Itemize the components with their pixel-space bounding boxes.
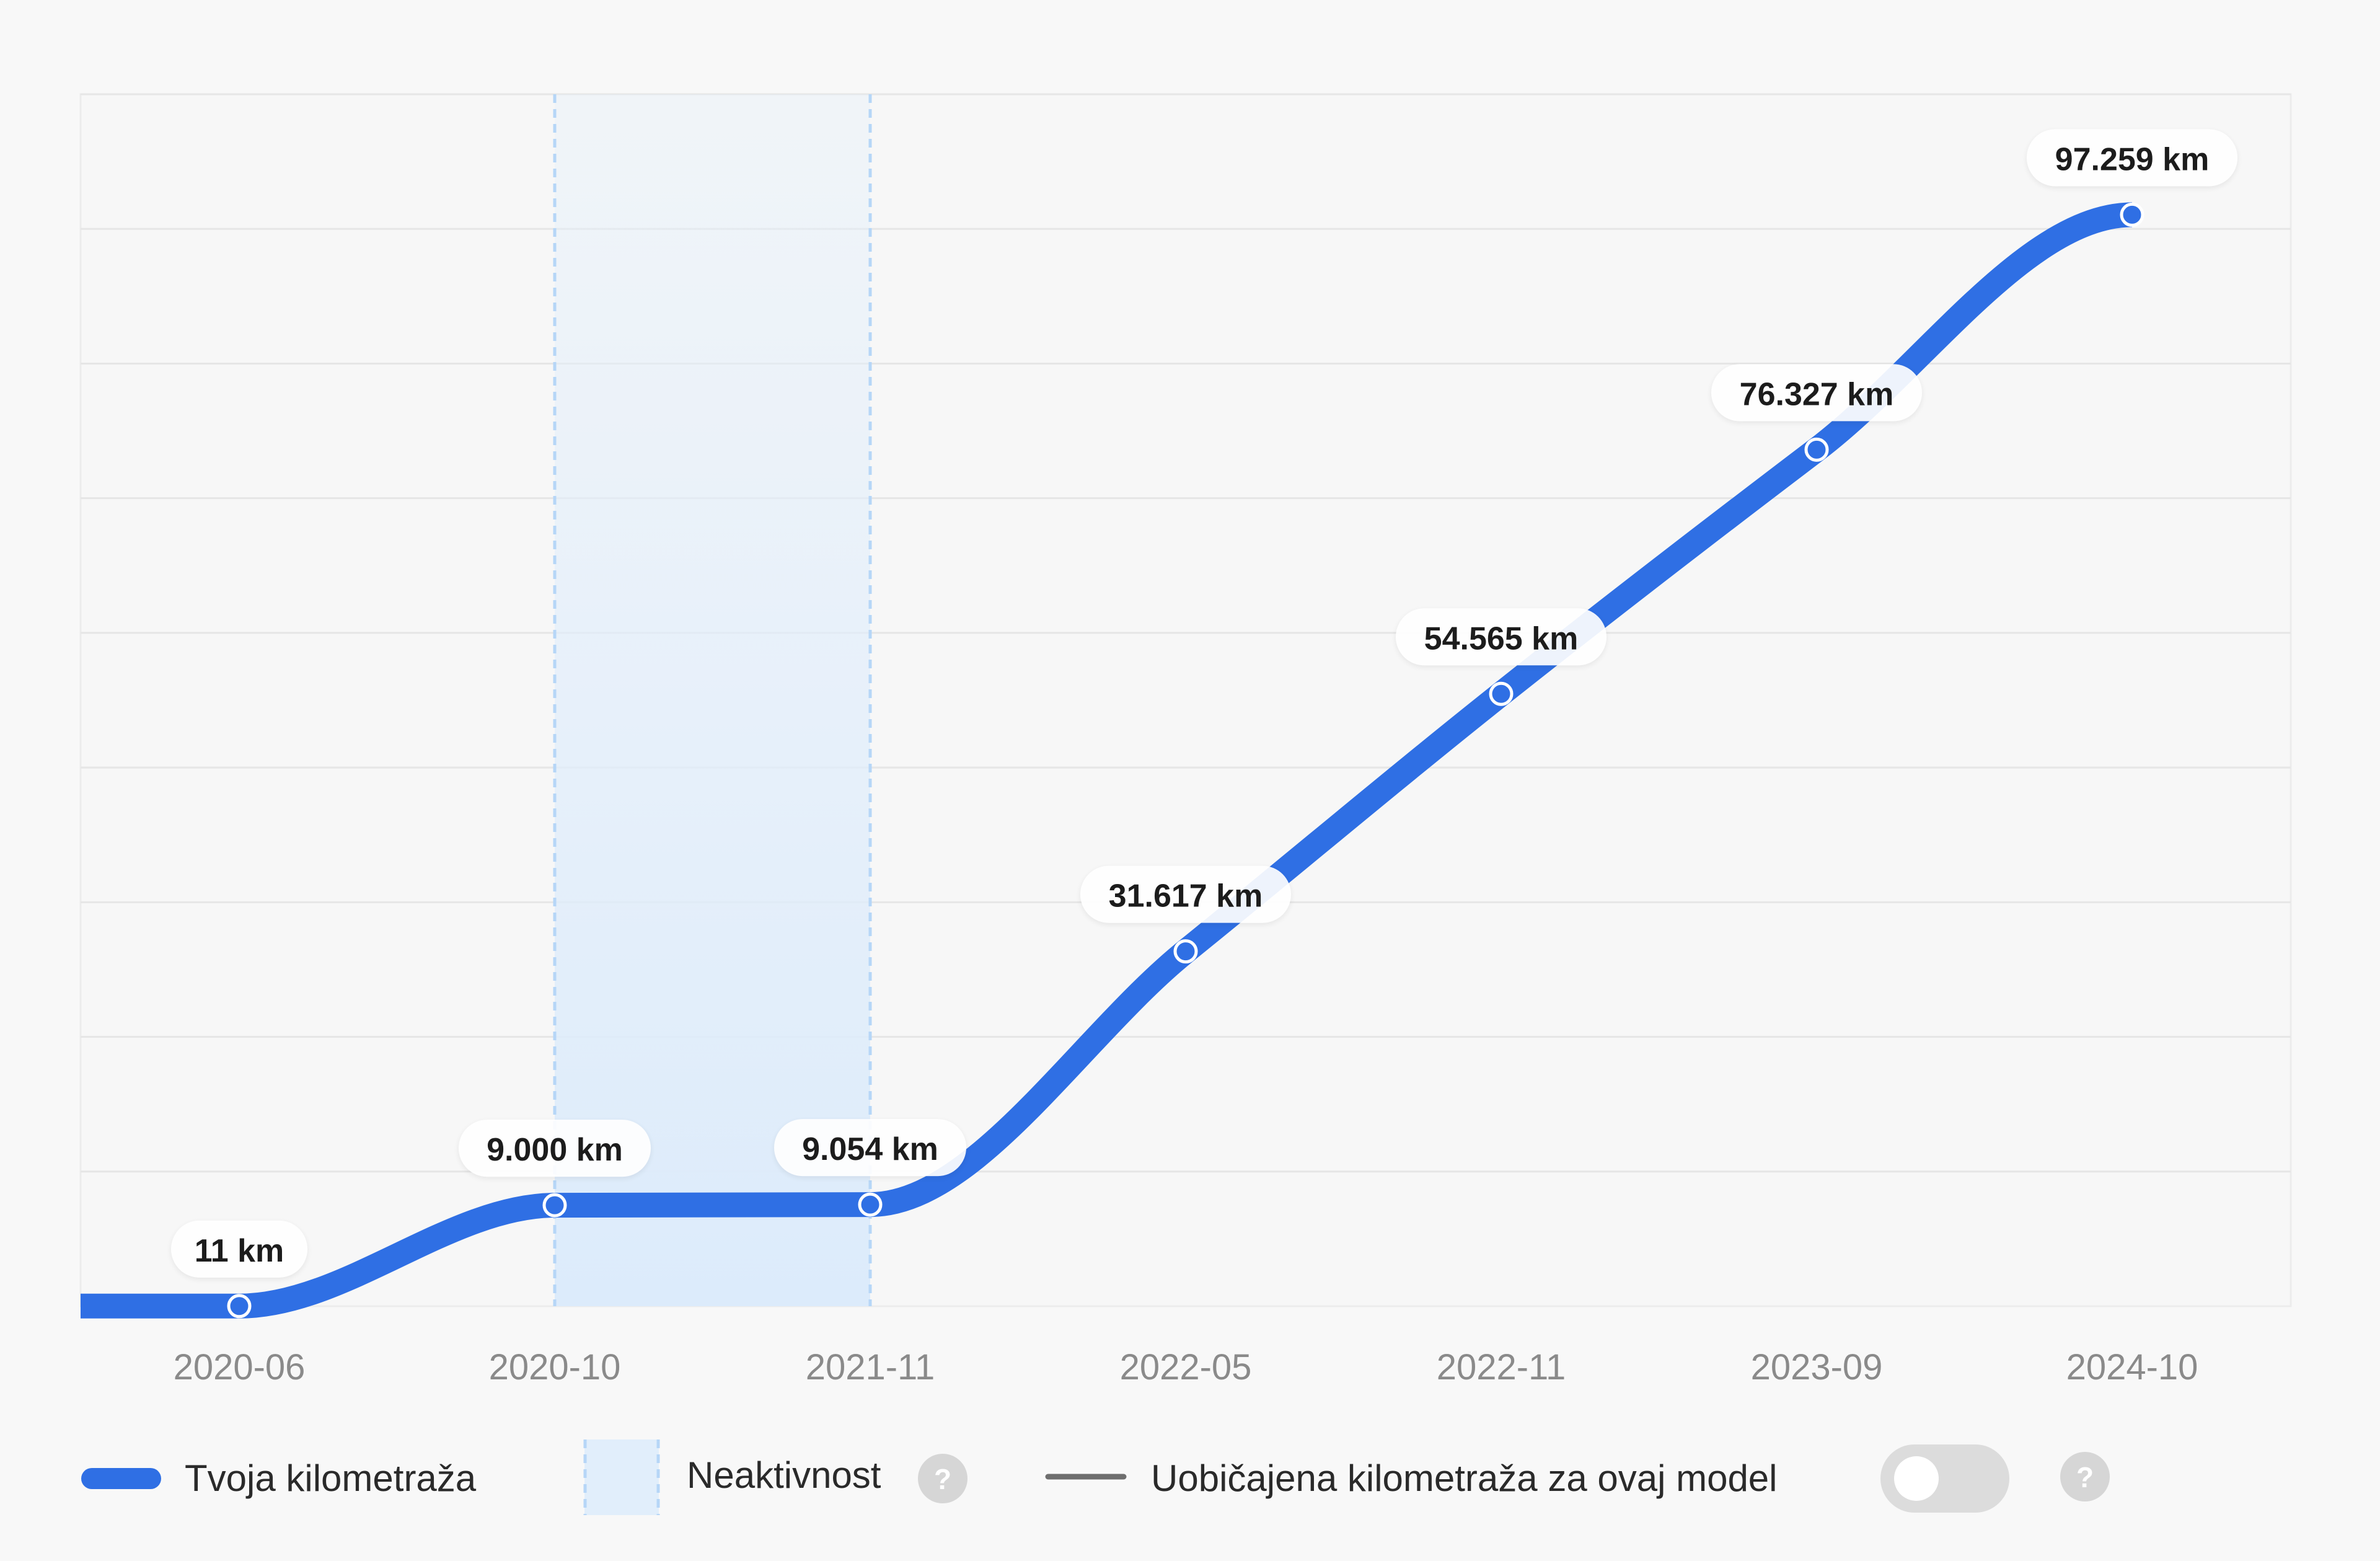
typical-mileage-toggle[interactable] (1880, 1444, 2009, 1513)
help-icon-glyph: ? (2076, 1461, 2094, 1493)
legend-inactivity-swatch (584, 1439, 659, 1515)
data-points (227, 202, 2144, 1319)
data-label-pill (774, 1119, 966, 1177)
data-point[interactable] (1173, 939, 1198, 964)
data-labels: 11 km 9.000 km 9.054 km 31.617 km 54.565 km 7… (171, 129, 2237, 1278)
data-label-text: 97.259 km (2055, 141, 2210, 177)
data-label-text: 31.617 km (1109, 878, 1263, 914)
data-label: 31.617 km (1080, 865, 1291, 923)
legend-inactivity-label: Neaktivnost (687, 1454, 881, 1496)
data-label: 76.327 km (1711, 364, 1922, 422)
data-point[interactable] (227, 1294, 252, 1319)
x-tick-label: 2020-06 (174, 1347, 306, 1387)
data-point[interactable] (1489, 681, 1514, 706)
legend-typical-label: Uobičajena kilometraža za ovaj model (1151, 1457, 1778, 1499)
data-label: 9.000 km (459, 1120, 651, 1177)
legend-item-typical[interactable]: Uobičajena kilometraža za ovaj model (1045, 1457, 1778, 1499)
data-label-text: 9.054 km (802, 1131, 938, 1167)
help-circle-icon (918, 1454, 967, 1503)
help-icon[interactable]: ? (918, 1454, 967, 1503)
data-label-pill (459, 1120, 651, 1177)
inactivity-band-fill (555, 94, 870, 1306)
help-icon-glyph: ? (934, 1463, 951, 1495)
legend: Tvoja kilometraža Neaktivnost ? Uobičaje… (81, 1439, 2110, 1515)
toggle-knob (1894, 1456, 1939, 1501)
data-label: 97.259 km (2027, 129, 2237, 187)
data-label-text: 9.000 km (487, 1132, 623, 1168)
x-axis: 2020-06 2020-10 2021-11 2022-05 2022-11 2023-… (174, 1347, 2198, 1387)
x-tick-label: 2020-10 (489, 1347, 621, 1387)
data-point[interactable] (1804, 437, 1829, 462)
data-label-pill (171, 1220, 307, 1278)
data-point[interactable] (858, 1192, 883, 1217)
data-point[interactable] (2120, 202, 2144, 227)
x-tick-label: 2022-11 (1437, 1347, 1566, 1387)
data-label: 11 km (171, 1220, 307, 1278)
help-icon[interactable]: ? (2060, 1452, 2110, 1501)
inactivity-band (553, 94, 872, 1306)
plot-area (79, 93, 2292, 1307)
data-label-pill (1080, 865, 1291, 923)
x-tick-label: 2021-11 (806, 1347, 935, 1387)
help-circle-icon (2060, 1452, 2110, 1501)
legend-item-inactivity[interactable]: Neaktivnost (583, 1439, 881, 1515)
data-label: 54.565 km (1396, 608, 1606, 666)
grid-lines (81, 93, 2291, 1173)
x-tick-label: 2023-09 (1751, 1347, 1883, 1387)
data-label-text: 11 km (195, 1233, 284, 1269)
legend-item-series[interactable]: Tvoja kilometraža (81, 1457, 477, 1499)
legend-series-label: Tvoja kilometraža (185, 1457, 477, 1499)
data-label-pill (1396, 608, 1606, 666)
x-tick-label: 2022-05 (1120, 1347, 1252, 1387)
data-point[interactable] (542, 1193, 567, 1218)
data-label-text: 76.327 km (1740, 376, 1894, 412)
data-label-pill (1711, 364, 1922, 422)
data-label-text: 54.565 km (1424, 621, 1579, 657)
data-label: 9.054 km (774, 1119, 966, 1177)
x-tick-label: 2024-10 (2066, 1347, 2198, 1387)
data-label-pill (2027, 129, 2237, 187)
